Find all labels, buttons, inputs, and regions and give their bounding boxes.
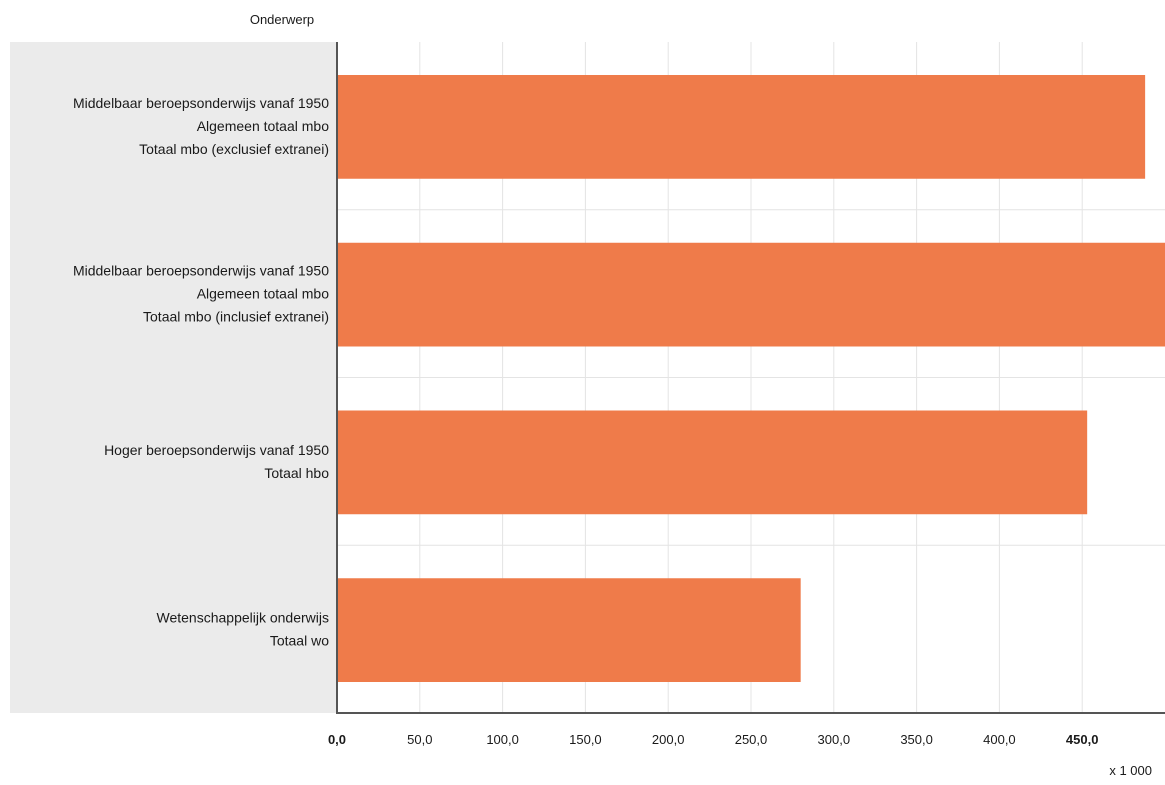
category-label: Totaal hbo: [264, 465, 329, 481]
x-tick-label: 450,0: [1066, 732, 1099, 747]
category-label: Totaal wo: [270, 633, 329, 649]
x-tick-label: 100,0: [486, 732, 519, 747]
bar[interactable]: [337, 410, 1088, 515]
bar[interactable]: [337, 75, 1146, 179]
x-tick-label: 150,0: [569, 732, 602, 747]
category-label: Totaal mbo (exclusief extranei): [139, 141, 329, 157]
bar[interactable]: [337, 578, 801, 682]
category-label: Algemeen totaal mbo: [197, 118, 330, 134]
category-panel: [10, 42, 337, 713]
x-tick-label: 250,0: [735, 732, 768, 747]
bar[interactable]: [337, 242, 1165, 347]
x-tick-label: 200,0: [652, 732, 685, 747]
category-label: Hoger beroepsonderwijs vanaf 1950: [104, 442, 329, 458]
unit-label: x 1 000: [1109, 763, 1152, 778]
category-label: Middelbaar beroepsonderwijs vanaf 1950: [73, 263, 329, 279]
x-tick-label: 350,0: [900, 732, 933, 747]
x-tick-label: 400,0: [983, 732, 1016, 747]
category-label: Totaal mbo (inclusief extranei): [143, 309, 329, 325]
x-tick-label: 0,0: [328, 732, 346, 747]
x-tick-label: 50,0: [407, 732, 432, 747]
category-label: Middelbaar beroepsonderwijs vanaf 1950: [73, 95, 329, 111]
category-label: Algemeen totaal mbo: [197, 286, 330, 302]
dimension-header-label: Onderwerp: [250, 12, 314, 27]
x-tick-label: 300,0: [818, 732, 851, 747]
category-label: Wetenschappelijk onderwijs: [157, 610, 330, 626]
